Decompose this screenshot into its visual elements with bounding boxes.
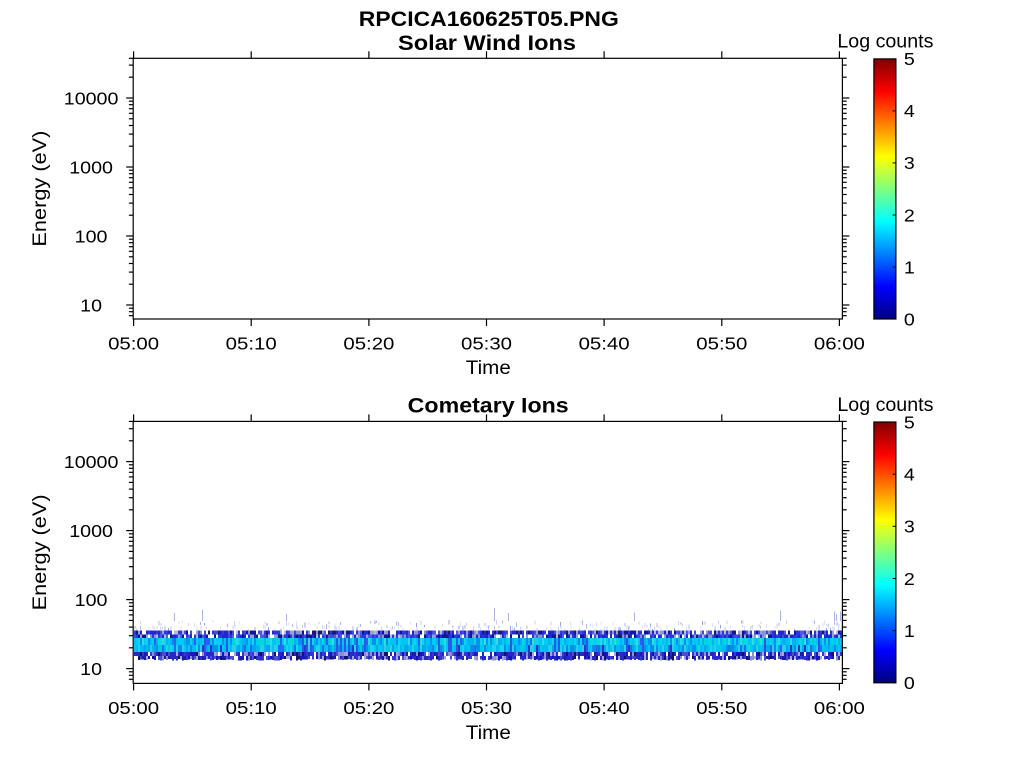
svg-text:06:00: 06:00 — [814, 698, 865, 718]
svg-text:05:10: 05:10 — [226, 334, 277, 354]
svg-text:05:20: 05:20 — [343, 698, 394, 718]
svg-text:06:00: 06:00 — [814, 334, 865, 354]
svg-text:05:50: 05:50 — [696, 698, 747, 718]
svg-text:05:50: 05:50 — [696, 334, 747, 354]
svg-text:1: 1 — [904, 257, 915, 277]
svg-text:05:30: 05:30 — [461, 334, 512, 354]
svg-text:10: 10 — [80, 295, 102, 315]
svg-text:05:20: 05:20 — [343, 334, 394, 354]
svg-text:Time: Time — [466, 722, 511, 744]
svg-text:Log counts: Log counts — [837, 31, 933, 53]
svg-text:5: 5 — [904, 49, 915, 69]
svg-text:1000: 1000 — [69, 157, 113, 177]
svg-text:0: 0 — [904, 309, 915, 329]
svg-text:05:40: 05:40 — [579, 698, 630, 718]
svg-text:2: 2 — [904, 205, 915, 225]
svg-text:Solar Wind Ions: Solar Wind Ions — [398, 32, 576, 55]
svg-text:100: 100 — [75, 226, 108, 246]
svg-text:10000: 10000 — [64, 452, 119, 472]
svg-text:5: 5 — [904, 412, 915, 432]
svg-text:0: 0 — [904, 673, 915, 693]
svg-text:10000: 10000 — [64, 88, 119, 108]
svg-text:3: 3 — [904, 153, 915, 173]
svg-text:05:30: 05:30 — [461, 698, 512, 718]
svg-text:1: 1 — [904, 621, 915, 641]
svg-text:4: 4 — [904, 465, 915, 485]
svg-text:100: 100 — [75, 590, 108, 610]
svg-text:RPCICA160625T05.PNG: RPCICA160625T05.PNG — [359, 8, 619, 31]
svg-text:4: 4 — [904, 101, 915, 121]
svg-text:1000: 1000 — [69, 521, 113, 541]
svg-text:05:10: 05:10 — [226, 698, 277, 718]
svg-text:05:40: 05:40 — [579, 334, 630, 354]
svg-text:Energy (eV): Energy (eV) — [29, 494, 51, 610]
svg-text:Energy (eV): Energy (eV) — [29, 131, 51, 247]
svg-text:10: 10 — [80, 659, 102, 679]
svg-text:2: 2 — [904, 569, 915, 589]
svg-text:05:00: 05:00 — [108, 334, 159, 354]
svg-text:05:00: 05:00 — [108, 698, 159, 718]
svg-text:3: 3 — [904, 517, 915, 537]
svg-text:Log counts: Log counts — [837, 394, 933, 416]
svg-text:Time: Time — [466, 357, 511, 379]
svg-text:Cometary Ions: Cometary Ions — [408, 395, 569, 418]
